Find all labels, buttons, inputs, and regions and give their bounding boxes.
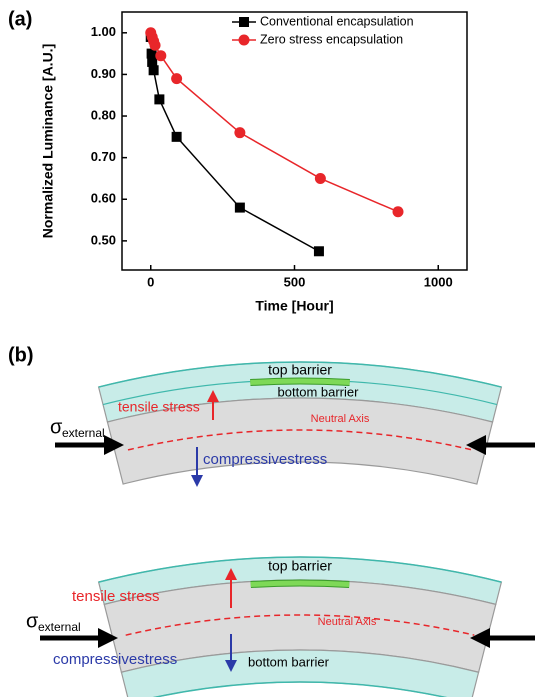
marker <box>155 50 167 62</box>
y-tick-label: 1.00 <box>91 24 116 39</box>
x-tick-label: 1000 <box>424 274 453 289</box>
marker <box>313 246 324 257</box>
marker <box>234 202 245 213</box>
label: compressivestress <box>203 451 327 468</box>
y-tick-label: 0.50 <box>91 232 116 247</box>
legend-label: Zero stress encapsulation <box>260 32 403 46</box>
x-tick-label: 0 <box>147 274 154 289</box>
series-line <box>150 32 399 213</box>
label: tensile stress <box>72 588 160 605</box>
neutral-axis <box>127 429 473 451</box>
edge <box>98 556 502 583</box>
label: compressivestress <box>53 651 177 668</box>
edge <box>98 361 502 388</box>
y-tick-label: 0.80 <box>91 107 116 122</box>
barrier-strip <box>250 378 350 386</box>
y-tick-label: 0.90 <box>91 66 116 81</box>
barrier-strip <box>250 580 350 588</box>
label: tensile stress <box>118 399 200 415</box>
marker <box>147 56 158 67</box>
label: top barrier <box>268 362 332 378</box>
label: bottom barrier <box>278 384 360 399</box>
marker <box>146 48 157 59</box>
panel-label: (b) <box>8 344 34 366</box>
marker <box>314 172 326 184</box>
chart: 0.50 0.60 0.70 0.80 0.90 1.00 0 500 1000 Time [Ho… <box>40 11 468 314</box>
x-tick-label: 500 <box>284 274 306 289</box>
marker <box>392 206 404 218</box>
label: σ <box>26 610 39 632</box>
panel-label: (a) <box>8 8 32 30</box>
label: σ <box>50 416 63 438</box>
legend-marker <box>238 34 250 46</box>
y-tick-label: 0.70 <box>91 149 116 164</box>
marker <box>234 127 246 139</box>
label: Neutral Axis <box>318 616 377 628</box>
marker <box>154 94 165 105</box>
legend-label: Conventional encapsulation <box>260 14 414 28</box>
label: external <box>38 620 81 634</box>
x-axis-title: Time [Hour] <box>255 298 333 314</box>
label: top barrier <box>268 558 332 574</box>
marker <box>149 39 161 51</box>
marker <box>148 65 159 76</box>
neutral-axis <box>125 614 475 636</box>
label: external <box>62 426 105 440</box>
edge <box>152 681 448 697</box>
marker <box>171 73 183 85</box>
y-tick-label: 0.60 <box>91 191 116 206</box>
series-line <box>150 36 320 252</box>
label: bottom barrier <box>248 654 330 669</box>
diagrams <box>40 361 535 697</box>
marker <box>171 131 182 142</box>
label: Neutral Axis <box>311 413 370 425</box>
legend-marker <box>239 17 249 27</box>
y-axis-title: Normalized Luminance [A.U.] <box>40 44 56 238</box>
